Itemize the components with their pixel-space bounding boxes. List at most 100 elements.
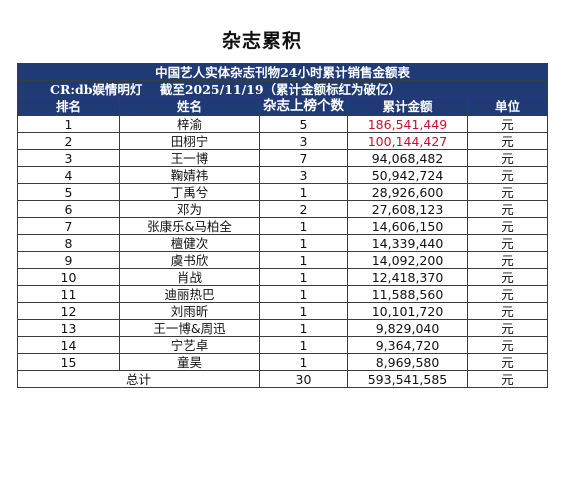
cell-rank: 10 (17, 268, 120, 286)
cell-name: 宁艺卓 (119, 336, 260, 354)
cell-rank: 11 (17, 285, 120, 303)
cell-unit: 元 (466, 200, 549, 218)
cell-unit: 元 (466, 285, 549, 303)
header-name: 姓名 (119, 97, 260, 116)
cell-count: 1 (259, 336, 348, 354)
cell-name: 檀健次 (119, 234, 260, 252)
cell-unit: 元 (466, 166, 549, 184)
table-row: 7 张康乐&马柏全 1 14,606,150 元 (17, 217, 549, 235)
cell-unit: 元 (466, 183, 549, 201)
cell-name: 邓为 (119, 200, 260, 218)
cell-name: 虞书欣 (119, 251, 260, 269)
table-title-row: 中国艺人实体杂志刊物24小时累计销售金额表 (16, 63, 549, 81)
table-row: 1 梓渝 5 186,541,449 元 (17, 115, 549, 133)
cell-unit: 元 (466, 149, 549, 167)
cell-count: 5 (259, 115, 348, 133)
cell-amount: 8,969,580 (347, 353, 468, 371)
cell-name: 张康乐&马柏全 (119, 217, 260, 235)
cell-rank: 6 (17, 200, 120, 218)
cell-count: 3 (259, 132, 348, 150)
table-subtitle-row: CR:db娱情明灯 截至2025/11/19（累计金额标红为破亿） (16, 80, 549, 98)
table-row: 8 檀健次 1 14,339,440 元 (17, 234, 549, 252)
total-label: 总计 (17, 370, 260, 388)
cell-count: 1 (259, 285, 348, 303)
cell-rank: 9 (17, 251, 120, 269)
cell-amount: 14,606,150 (347, 217, 468, 235)
cell-amount: 100,144,427 (347, 132, 468, 150)
cell-rank: 2 (17, 132, 120, 150)
table-row: 13 王一博&周迅 1 9,829,040 元 (17, 319, 549, 337)
table-row: 5 丁禹兮 1 28,926,600 元 (17, 183, 549, 201)
cell-count: 7 (259, 149, 348, 167)
cell-amount: 28,926,600 (347, 183, 468, 201)
cell-unit: 元 (466, 336, 549, 354)
cell-rank: 1 (17, 115, 120, 133)
cell-name: 王一博 (119, 149, 260, 167)
table-row: 14 宁艺卓 1 9,364,720 元 (17, 336, 549, 354)
cell-count: 1 (259, 217, 348, 235)
cell-unit: 元 (466, 302, 549, 320)
cell-unit: 元 (466, 217, 549, 235)
cell-amount: 186,541,449 (347, 115, 468, 133)
header-count: 杂志上榜个数 (259, 97, 348, 116)
cell-unit: 元 (466, 251, 549, 269)
cell-rank: 5 (17, 183, 120, 201)
cell-count: 1 (259, 268, 348, 286)
cell-rank: 12 (17, 302, 120, 320)
cell-count: 3 (259, 166, 348, 184)
cell-amount: 14,339,440 (347, 234, 468, 252)
cell-amount: 10,101,720 (347, 302, 468, 320)
header-row: 排名 姓名 杂志上榜个数 累计金额 单位 (17, 97, 549, 116)
cell-amount: 9,364,720 (347, 336, 468, 354)
total-row: 总计 30 593,541,585 元 (17, 370, 549, 388)
table-subtitle: CR:db娱情明灯 截至2025/11/19（累计金额标红为破亿） (16, 80, 549, 98)
cell-name: 肖战 (119, 268, 260, 286)
cell-unit: 元 (466, 353, 549, 371)
total-count: 30 (259, 370, 348, 388)
cell-rank: 4 (17, 166, 120, 184)
cell-rank: 8 (17, 234, 120, 252)
cell-count: 1 (259, 319, 348, 337)
cell-rank: 3 (17, 149, 120, 167)
cell-name: 丁禹兮 (119, 183, 260, 201)
sales-table: 中国艺人实体杂志刊物24小时累计销售金额表 CR:db娱情明灯 截至2025/1… (16, 63, 549, 388)
cell-unit: 元 (466, 115, 549, 133)
cell-amount: 11,588,560 (347, 285, 468, 303)
cell-rank: 13 (17, 319, 120, 337)
header-amount: 累计金额 (347, 97, 468, 116)
table-row: 3 王一博 7 94,068,482 元 (17, 149, 549, 167)
cell-count: 2 (259, 200, 348, 218)
cell-unit: 元 (466, 132, 549, 150)
table-row: 4 鞠婧祎 3 50,942,724 元 (17, 166, 549, 184)
cell-unit: 元 (466, 268, 549, 286)
header-unit: 单位 (466, 97, 549, 116)
cell-count: 1 (259, 251, 348, 269)
cell-name: 童昊 (119, 353, 260, 371)
table-row: 2 田栩宁 3 100,144,427 元 (17, 132, 549, 150)
page-title: 杂志累积 (221, 30, 302, 52)
cell-name: 田栩宁 (119, 132, 260, 150)
header-rank: 排名 (17, 97, 120, 116)
cell-rank: 15 (17, 353, 120, 371)
cell-name: 王一博&周迅 (119, 319, 260, 337)
cell-count: 1 (259, 302, 348, 320)
total-amount: 593,541,585 (347, 370, 468, 388)
cell-amount: 9,829,040 (347, 319, 468, 337)
cell-amount: 14,092,200 (347, 251, 468, 269)
cell-count: 1 (259, 234, 348, 252)
table-row: 12 刘雨昕 1 10,101,720 元 (17, 302, 549, 320)
cell-amount: 27,608,123 (347, 200, 468, 218)
cell-unit: 元 (466, 319, 549, 337)
cell-count: 1 (259, 353, 348, 371)
cell-name: 刘雨昕 (119, 302, 260, 320)
cell-amount: 94,068,482 (347, 149, 468, 167)
table-row: 9 虞书欣 1 14,092,200 元 (17, 251, 549, 269)
cell-rank: 14 (17, 336, 120, 354)
total-unit: 元 (466, 370, 549, 388)
cell-name: 鞠婧祎 (119, 166, 260, 184)
table-title: 中国艺人实体杂志刊物24小时累计销售金额表 (16, 63, 549, 81)
cell-amount: 12,418,370 (347, 268, 468, 286)
cell-count: 1 (259, 183, 348, 201)
cell-rank: 7 (17, 217, 120, 235)
table-row: 15 童昊 1 8,969,580 元 (17, 353, 549, 371)
